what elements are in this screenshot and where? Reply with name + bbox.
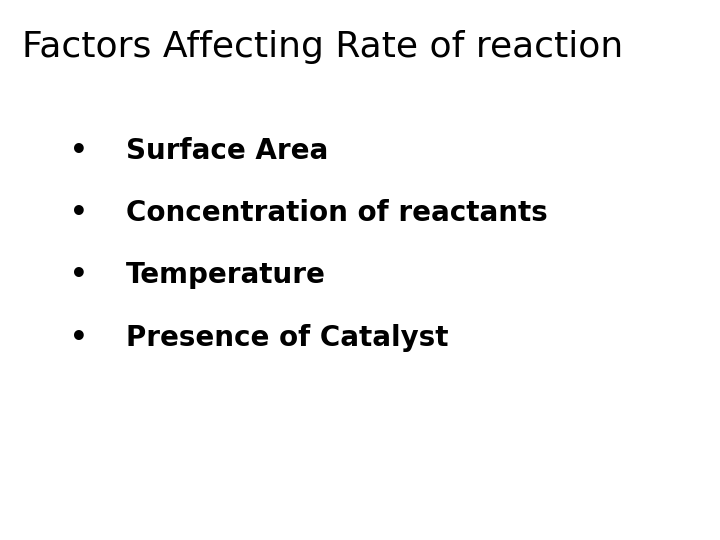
Text: Presence of Catalyst: Presence of Catalyst [126,323,449,352]
Text: •: • [71,323,88,352]
Text: Temperature: Temperature [126,261,326,289]
Text: •: • [71,137,88,165]
Text: Factors Affecting Rate of reaction: Factors Affecting Rate of reaction [22,30,623,64]
Text: •: • [71,261,88,289]
Text: •: • [71,199,88,227]
Text: Concentration of reactants: Concentration of reactants [126,199,548,227]
Text: Surface Area: Surface Area [126,137,328,165]
